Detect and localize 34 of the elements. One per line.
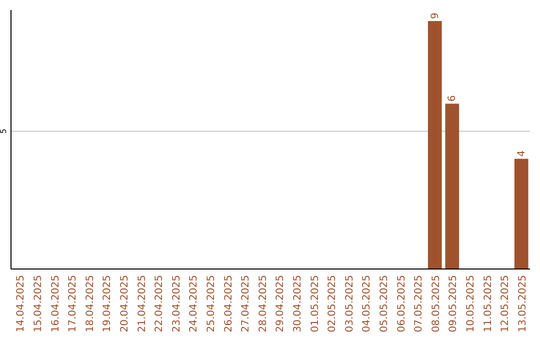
x-tick-label: 15.04.2025 [32, 275, 44, 332]
data-label: 6 [447, 95, 458, 102]
data-label: 9 [430, 12, 441, 20]
x-tick-label: 21.04.2025 [136, 275, 148, 332]
x-tick-label: 05.05.2025 [378, 275, 390, 332]
x-tick-label: 30.04.2025 [292, 275, 304, 332]
x-tick-label: 07.05.2025 [414, 275, 425, 332]
y-tick-label: 5 [0, 128, 8, 134]
x-tick-label: 16.04.2025 [50, 275, 62, 332]
x-tick-label: 27.04.2025 [240, 275, 252, 332]
x-tick-label: 22.04.2025 [154, 275, 166, 332]
x-tick-label: 17.04.2025 [68, 275, 79, 332]
x-tick-label: 24.04.2025 [188, 275, 200, 332]
x-tick-label: 25.04.2025 [206, 275, 217, 332]
x-tick-label: 02.05.2025 [327, 275, 338, 332]
data-label: 4 [516, 150, 528, 157]
x-tick-label: 14.04.2025 [16, 275, 27, 332]
x-tick-label: 09.05.2025 [448, 275, 460, 332]
x-tick-label: 28.04.2025 [258, 275, 269, 332]
x-tick-label: 06.05.2025 [396, 275, 408, 332]
x-tick-label: 19.04.2025 [102, 275, 114, 332]
x-tick-label: 23.04.2025 [171, 275, 182, 332]
x-tick-label: 08.05.2025 [430, 275, 442, 332]
x-tick-label: 10.05.2025 [465, 275, 476, 332]
x-tick-label: 29.04.2025 [275, 275, 286, 332]
x-tick-label: 26.04.2025 [223, 275, 234, 332]
x-tick-label: 20.04.2025 [119, 275, 130, 332]
x-tick-label: 01.05.2025 [310, 275, 321, 332]
x-tick-label: 18.04.2025 [84, 275, 96, 332]
x-tick-label: 11.05.2025 [482, 275, 494, 332]
x-tick-label: 04.05.2025 [362, 275, 373, 332]
x-tick-label: 12.05.2025 [500, 275, 512, 332]
x-tick-label: 03.05.2025 [344, 275, 356, 332]
x-tick-label: 13.05.2025 [517, 275, 528, 332]
